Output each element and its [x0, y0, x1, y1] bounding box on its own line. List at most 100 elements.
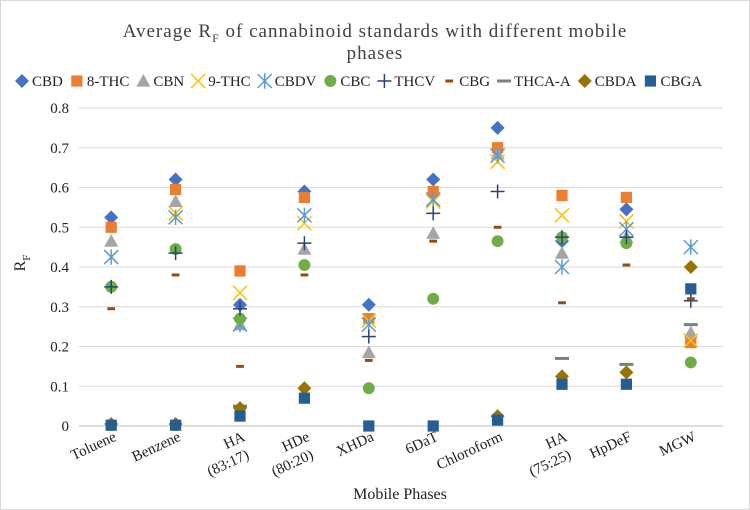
data-point-cbn: [361, 345, 376, 359]
data-point-thcv: [619, 230, 634, 245]
data-point-9-thc: [618, 213, 634, 229]
legend-label: CBD: [32, 74, 63, 90]
data-point-thcv: [426, 206, 441, 221]
data-point-cbn: [426, 226, 441, 239]
data-point-cbg: [686, 297, 695, 301]
x-axis-label: Mobile Phases: [353, 486, 447, 503]
data-point-8-thc: [620, 191, 632, 204]
data-point-cbda: [619, 365, 634, 380]
legend-item: CBD: [15, 74, 63, 90]
legend-label: CBN: [153, 74, 184, 90]
data-point-9-thc: [683, 333, 699, 349]
data-point-thcv: [104, 279, 119, 294]
gridlines: [79, 107, 723, 427]
data-point-8-thc: [427, 185, 439, 198]
x-tick-label: HDe(80:20): [262, 429, 320, 480]
x-tick-label: XHDa: [334, 429, 377, 460]
data-point-8-thc: [556, 189, 568, 202]
data-point-thcv: [361, 329, 376, 344]
legend-label: CBDA: [595, 74, 637, 90]
data-point-cbn: [104, 234, 119, 247]
data-point-cbga: [556, 378, 568, 390]
data-point-9-thc: [232, 285, 248, 301]
data-point-cbc: [234, 312, 246, 325]
legend-item: CBDA: [577, 74, 637, 90]
data-point-cbga: [170, 419, 182, 431]
x-tick-label: Chloroform: [434, 429, 505, 474]
y-tick-label: 0.8: [50, 101, 69, 117]
legend-label: THCA-A: [514, 74, 571, 90]
data-point-cbg: [107, 307, 116, 311]
y-tick-label: 0.4: [50, 260, 69, 276]
data-point-cbg: [236, 364, 244, 368]
data-point-thcv: [233, 301, 247, 316]
y-tick-label: 0.7: [50, 141, 69, 157]
data-point-thcv: [555, 230, 569, 245]
y-tick-label: 0.6: [50, 181, 69, 197]
legend-item: CBC: [324, 74, 370, 90]
data-point-cbdv: [683, 239, 699, 255]
data-point-cbga: [620, 378, 632, 390]
data-point-cbdv: [554, 259, 570, 275]
x-axis-ticks: Toluene Benzene HA(83:17)HDe(80:20) XHDa 6Da…: [69, 429, 700, 481]
data-point-thcv: [683, 293, 698, 308]
data-point-cbdv: [296, 207, 312, 224]
data-point-cbg: [493, 225, 502, 229]
y-axis-ticks: 0 0.1 0.2 0.3 0.4 0.5 0.6 0.7 0.8: [50, 101, 69, 435]
legend-item: THCA-A: [497, 74, 571, 90]
data-point-cbga: [492, 414, 504, 426]
data-point-cbc: [298, 259, 311, 271]
legend-item: THCV: [377, 74, 435, 90]
data-point-cbdv: [490, 148, 506, 164]
legend-item: CBGA: [644, 74, 702, 90]
data-point-cbd: [361, 297, 376, 312]
data-point-cbg: [364, 358, 373, 362]
data-point-cbc: [684, 356, 697, 369]
legend-label: CBGA: [660, 74, 702, 90]
x-tick-label: Toluene: [69, 429, 120, 464]
data-point-cbd: [168, 172, 183, 187]
chart-title-line2: phases: [347, 43, 404, 64]
data-point-cbga: [234, 410, 246, 422]
data-point-9-thc: [296, 215, 312, 231]
legend-label: CBC: [340, 74, 370, 90]
x-tick-label: 6DaT: [403, 429, 441, 458]
data-point-cbg: [622, 263, 631, 267]
data-point-cbd: [490, 120, 505, 135]
data-point-cbc: [427, 292, 440, 305]
x-tick-label: MGW: [657, 429, 699, 460]
y-axis-label: RF: [12, 255, 33, 272]
data-point-cbg: [300, 273, 309, 277]
chart-title-line1: Average RF of cannabinoid standards with…: [123, 21, 628, 45]
legend-label: THCV: [394, 74, 435, 90]
x-tick-label: HA(83:17): [197, 429, 255, 480]
legend-item: CBDV: [257, 73, 317, 90]
data-point-thca-a: [555, 356, 569, 360]
data-point-8-thc: [298, 191, 310, 204]
data-point-cbga: [363, 420, 375, 432]
data-point-thcv: [490, 184, 505, 199]
x-tick-label: HA(75:25): [519, 429, 577, 480]
data-point-cbg: [558, 301, 566, 305]
y-tick-label: 0.3: [50, 300, 69, 316]
data-point-cbga: [685, 283, 697, 295]
y-tick-label: 0.1: [50, 379, 69, 395]
data-point-cbd: [104, 210, 119, 225]
data-point-cbn: [168, 194, 183, 208]
data-point-cbc: [491, 235, 504, 248]
data-point-cbc: [362, 382, 375, 395]
data-point-cbdv: [425, 191, 441, 208]
y-tick-label: 0.2: [50, 340, 69, 356]
data-point-thca-a: [619, 362, 634, 366]
data-point-thca-a: [683, 323, 698, 327]
legend: CBD 8-THC CBN 9-THC CBDV CBC THCV CBG THCA-A CBDA…: [15, 73, 702, 90]
legend-label: CBDV: [275, 74, 317, 90]
data-point-cbdv: [103, 249, 119, 265]
data-point-8-thc: [105, 221, 117, 233]
legend-label: CBG: [459, 74, 490, 90]
data-point-cbg: [171, 273, 180, 277]
data-point-cbd: [619, 202, 634, 217]
legend-item: CBG: [445, 74, 490, 90]
data-point-cbga: [427, 420, 439, 432]
